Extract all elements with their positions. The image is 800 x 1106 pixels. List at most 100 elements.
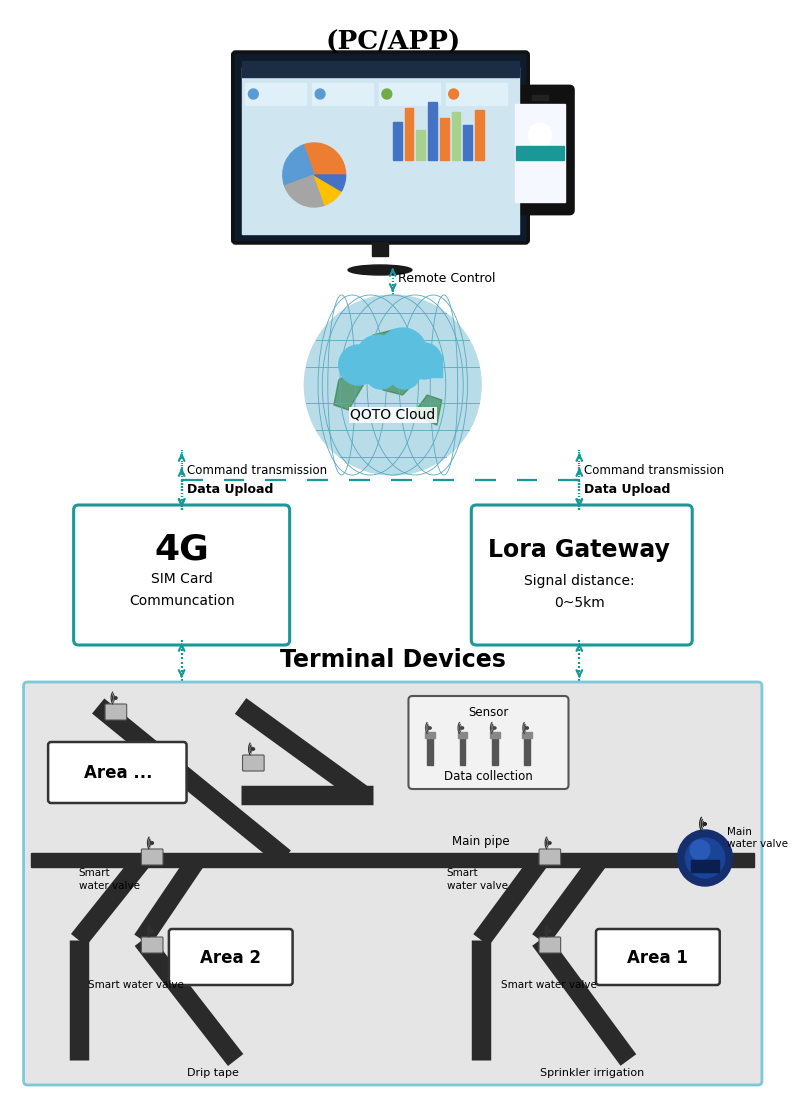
Bar: [427, 737, 433, 765]
FancyBboxPatch shape: [596, 929, 720, 985]
Bar: [532, 95, 548, 100]
Circle shape: [357, 335, 400, 379]
Wedge shape: [282, 145, 314, 186]
Text: QOTO Cloud: QOTO Cloud: [350, 408, 435, 422]
FancyBboxPatch shape: [23, 682, 762, 1085]
Text: Remote Control: Remote Control: [398, 272, 495, 285]
Circle shape: [449, 88, 458, 100]
Circle shape: [151, 842, 154, 844]
Bar: [393, 122, 402, 160]
FancyBboxPatch shape: [142, 937, 163, 953]
Text: Sensor: Sensor: [468, 706, 508, 719]
Bar: [379, 83, 440, 105]
Bar: [428, 102, 437, 160]
Circle shape: [249, 88, 258, 100]
Circle shape: [366, 357, 397, 389]
Text: Main
water valve: Main water valve: [726, 827, 787, 848]
Bar: [475, 109, 484, 160]
Bar: [416, 131, 425, 160]
Text: Data Upload: Data Upload: [186, 483, 273, 497]
Bar: [440, 118, 449, 160]
Text: Data collection: Data collection: [444, 771, 532, 783]
Wedge shape: [285, 175, 325, 207]
Circle shape: [338, 345, 378, 385]
Polygon shape: [334, 371, 363, 410]
Circle shape: [686, 838, 725, 878]
FancyBboxPatch shape: [506, 86, 574, 213]
Wedge shape: [314, 175, 342, 205]
FancyBboxPatch shape: [539, 937, 561, 953]
Circle shape: [114, 697, 117, 699]
Bar: [517, 146, 563, 160]
Bar: [463, 125, 472, 160]
Circle shape: [526, 727, 528, 729]
Bar: [458, 732, 467, 738]
Bar: [524, 737, 530, 765]
Circle shape: [151, 930, 154, 932]
Text: Smart
water valve: Smart water valve: [78, 868, 139, 891]
Circle shape: [429, 727, 431, 729]
Bar: [691, 860, 718, 872]
Circle shape: [389, 357, 420, 389]
Circle shape: [704, 823, 706, 825]
Bar: [522, 732, 532, 738]
Bar: [242, 61, 519, 77]
Ellipse shape: [348, 265, 412, 275]
Circle shape: [678, 830, 733, 886]
Bar: [242, 67, 519, 234]
FancyBboxPatch shape: [169, 929, 293, 985]
Text: Signal distance:
0~5km: Signal distance: 0~5km: [524, 574, 634, 609]
Circle shape: [406, 343, 442, 379]
Bar: [425, 732, 435, 738]
FancyBboxPatch shape: [233, 52, 528, 243]
Text: Area ...: Area ...: [83, 764, 152, 782]
Text: (PC/APP): (PC/APP): [325, 30, 460, 55]
FancyBboxPatch shape: [409, 696, 569, 789]
Circle shape: [549, 930, 551, 932]
FancyBboxPatch shape: [242, 755, 264, 771]
Bar: [372, 242, 388, 255]
Text: Sprinkler irrigation: Sprinkler irrigation: [540, 1068, 644, 1078]
Bar: [515, 104, 565, 202]
Text: Area 1: Area 1: [627, 949, 688, 967]
Text: Drip tape: Drip tape: [186, 1068, 238, 1078]
FancyBboxPatch shape: [105, 705, 126, 720]
FancyBboxPatch shape: [471, 505, 692, 645]
Text: Main pipe: Main pipe: [452, 835, 510, 848]
Bar: [446, 83, 506, 105]
FancyBboxPatch shape: [74, 505, 290, 645]
Polygon shape: [363, 330, 422, 395]
Bar: [459, 737, 466, 765]
Bar: [492, 737, 498, 765]
Circle shape: [315, 88, 325, 100]
Circle shape: [690, 839, 710, 860]
Wedge shape: [314, 175, 346, 191]
Bar: [246, 83, 306, 105]
Text: SIM Card
Communcation: SIM Card Communcation: [129, 572, 234, 608]
Text: Terminal Devices: Terminal Devices: [280, 648, 506, 672]
Circle shape: [382, 88, 392, 100]
Wedge shape: [303, 143, 346, 175]
Circle shape: [528, 123, 552, 147]
Text: Lora Gateway: Lora Gateway: [488, 538, 670, 562]
Text: Command transmission: Command transmission: [584, 463, 724, 477]
Bar: [490, 732, 500, 738]
Circle shape: [304, 295, 481, 474]
Bar: [344, 355, 442, 377]
Text: Data Upload: Data Upload: [584, 483, 670, 497]
Circle shape: [462, 727, 463, 729]
Circle shape: [252, 748, 254, 750]
Text: Smart water valve: Smart water valve: [501, 980, 597, 990]
Circle shape: [494, 727, 496, 729]
FancyBboxPatch shape: [539, 849, 561, 865]
Text: Smart water valve: Smart water valve: [88, 980, 184, 990]
Text: Smart
water valve: Smart water valve: [446, 868, 508, 891]
Circle shape: [378, 328, 427, 378]
Bar: [31, 853, 754, 867]
Bar: [452, 112, 461, 160]
FancyBboxPatch shape: [142, 849, 163, 865]
FancyBboxPatch shape: [48, 742, 186, 803]
Circle shape: [549, 842, 551, 844]
Text: 4G: 4G: [154, 533, 209, 567]
Polygon shape: [412, 395, 442, 425]
